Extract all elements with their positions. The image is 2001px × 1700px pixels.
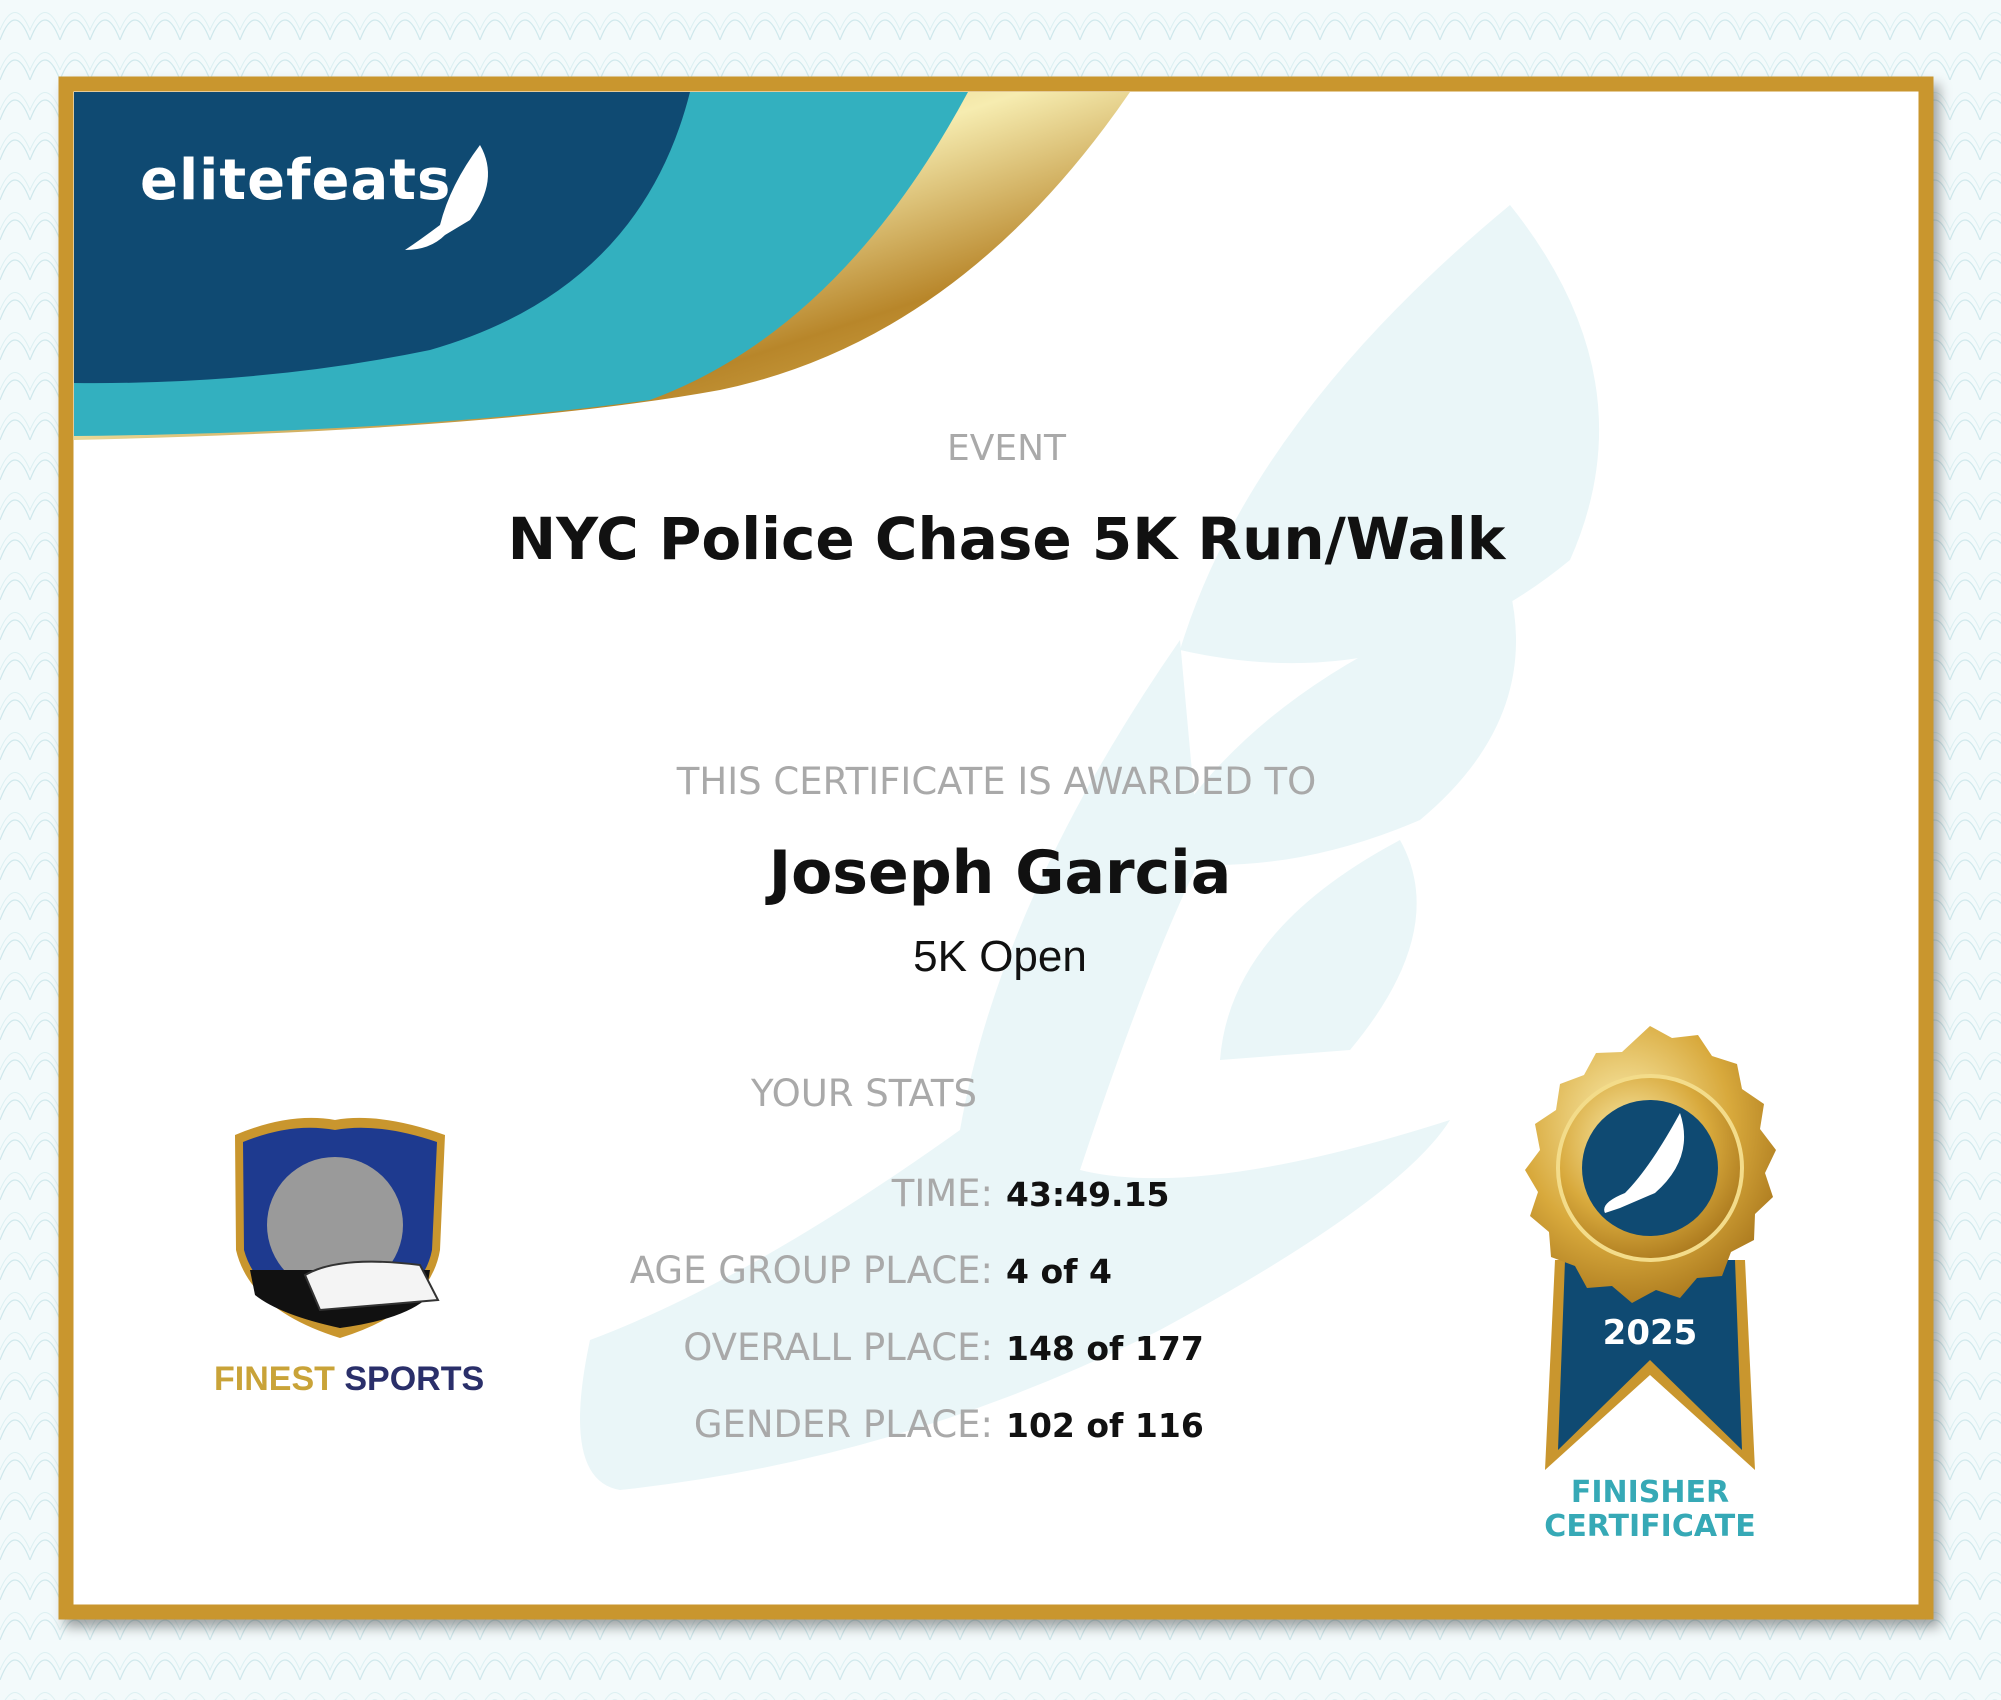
winged-foot-logo-icon <box>405 145 488 250</box>
finisher-certificate-label: FINISHER CERTIFICATE <box>1500 1476 1800 1544</box>
stat-value: 43:49.15 <box>1006 1175 1170 1214</box>
division: 5K Open <box>913 932 1087 981</box>
stat-label: AGE GROUP PLACE: <box>629 1249 993 1292</box>
awarded-to-label: THIS CERTIFICATE IS AWARDED TO <box>676 760 1317 803</box>
stat-value: 148 of 177 <box>1006 1329 1204 1368</box>
police-chase-shield-logo <box>235 1117 445 1338</box>
stat-row-gender-place: GENDER PLACE: 102 of 116 <box>0 1403 2001 1453</box>
stat-row-age-group-place: AGE GROUP PLACE: 4 of 4 <box>0 1249 2001 1299</box>
stat-row-time: TIME: 43:49.15 <box>0 1172 2001 1222</box>
sponsor-name-1: FINEST <box>214 1360 335 1398</box>
finisher-text: FINISHER <box>1570 1475 1730 1510</box>
event-label: EVENT <box>946 428 1067 469</box>
elitefeats-logo: elitefeats <box>140 148 452 213</box>
stat-value: 102 of 116 <box>1006 1406 1204 1445</box>
stats-title: YOUR STATS <box>751 1072 977 1115</box>
stat-label: TIME: <box>891 1172 993 1215</box>
medal-year: 2025 <box>1602 1313 1698 1353</box>
stat-label: GENDER PLACE: <box>693 1403 993 1446</box>
recipient-name: Joseph Garcia <box>768 838 1232 908</box>
certificate-text: CERTIFICATE <box>1544 1509 1756 1544</box>
winged-foot-watermark <box>580 205 1600 1490</box>
stat-label: OVERALL PLACE: <box>683 1326 993 1369</box>
winged-foot-icon <box>1604 1113 1685 1213</box>
event-title: NYC Police Chase 5K Run/Walk <box>507 505 1506 573</box>
finisher-medal <box>1525 1026 1776 1470</box>
sponsor-name-2: SPORTS <box>344 1360 485 1398</box>
stat-value: 4 of 4 <box>1006 1252 1112 1291</box>
stat-row-overall-place: OVERALL PLACE: 148 of 177 <box>0 1326 2001 1376</box>
finest-sports-logo: FINEST SPORTS <box>214 1360 484 1399</box>
